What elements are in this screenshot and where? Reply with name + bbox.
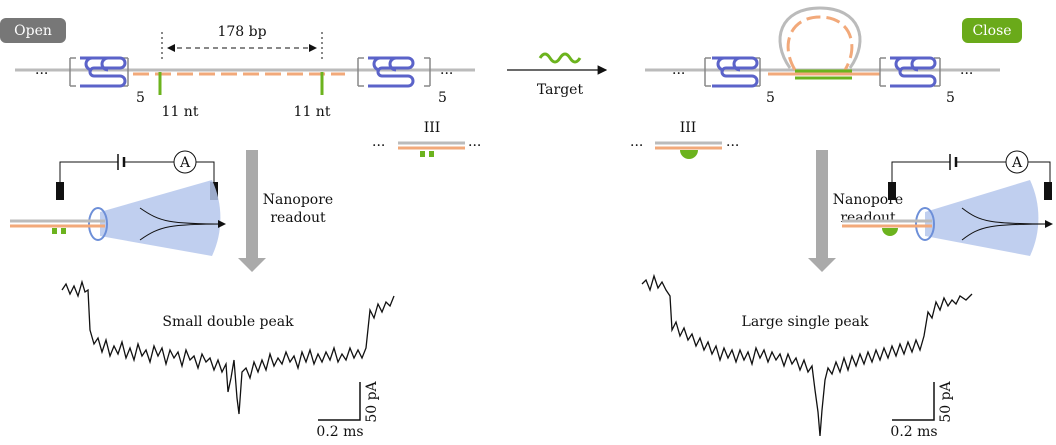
repeat: 5 xyxy=(438,90,447,106)
hairpin xyxy=(368,58,413,86)
ellipsis: ··· xyxy=(630,138,643,154)
ellipsis: ··· xyxy=(372,138,385,154)
scale-bar xyxy=(318,382,360,420)
loop xyxy=(788,17,852,70)
bracket xyxy=(880,58,940,86)
badge-text: Close xyxy=(972,23,1011,39)
badge-text: Open xyxy=(14,23,52,39)
ellipsis: ··· xyxy=(440,66,453,82)
diagram: Open 5 ··· 11 nt 11 nt 178 bp 5 ··· Targ… xyxy=(0,0,1056,445)
trace-label: Small double peak xyxy=(162,314,294,330)
time-scale: 0.2 ms xyxy=(890,424,937,440)
tag xyxy=(420,151,425,157)
ammeter: A xyxy=(179,155,191,171)
hairpin xyxy=(890,58,935,86)
current-scale: 50 pA xyxy=(364,380,380,422)
trace xyxy=(62,282,394,414)
time-scale: 0.2 ms xyxy=(316,424,363,440)
span-label: 178 bp xyxy=(217,24,266,40)
nick-label: 11 nt xyxy=(162,104,199,120)
repeat: 5 xyxy=(946,90,955,106)
ellipsis: ··· xyxy=(672,66,685,82)
trace xyxy=(642,276,972,436)
hairpin xyxy=(712,58,757,86)
ellipsis: ··· xyxy=(726,138,739,154)
bracket xyxy=(70,58,128,86)
tag xyxy=(429,151,434,157)
ammeter: A xyxy=(1011,155,1023,171)
probe-label: III xyxy=(424,120,441,136)
repeat: 5 xyxy=(136,90,145,106)
trace-label: Large single peak xyxy=(742,314,869,330)
ellipsis: ··· xyxy=(960,66,973,82)
target xyxy=(540,54,580,62)
tag xyxy=(680,150,698,159)
repeat: 5 xyxy=(766,90,775,106)
readout: readout xyxy=(270,210,326,226)
bracket xyxy=(705,58,760,86)
readout: Nanopore xyxy=(263,192,333,208)
ellipsis: ··· xyxy=(468,138,481,154)
nick-label: 11 nt xyxy=(294,104,331,120)
ellipsis: ··· xyxy=(35,66,48,82)
bracket xyxy=(358,58,430,86)
arrow-label: Target xyxy=(537,82,584,98)
nanopore xyxy=(10,151,225,256)
scale-bar xyxy=(892,382,934,420)
down-arrow xyxy=(808,150,836,272)
hairpin xyxy=(80,58,125,86)
readout: readout xyxy=(840,210,896,226)
bracket xyxy=(70,58,128,86)
current-scale: 50 pA xyxy=(938,380,954,422)
probe-label: III xyxy=(680,120,697,136)
down-arrow xyxy=(238,150,266,272)
